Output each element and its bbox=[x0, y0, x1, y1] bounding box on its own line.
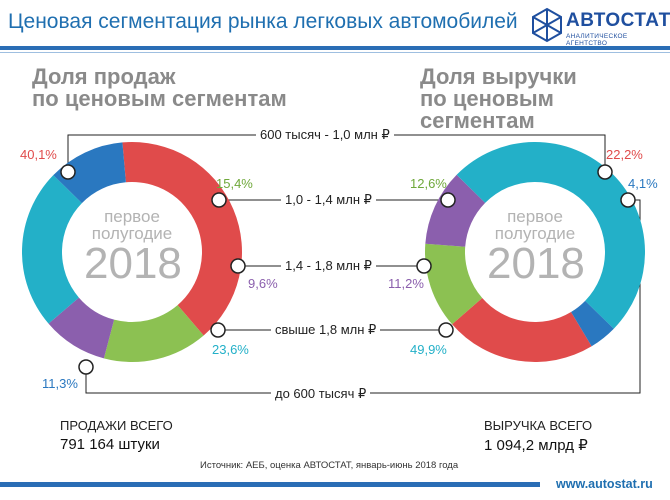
right-center-line1: первое bbox=[507, 207, 563, 226]
page-title: Ценовая сегментация рынка легковых автом… bbox=[8, 10, 518, 33]
left-center-line2: полугодие bbox=[91, 224, 173, 243]
revenue-pct-under-600k: 4,1% bbox=[628, 176, 658, 191]
marker-dots bbox=[60, 164, 636, 375]
revenue-slice-over-1-8m bbox=[456, 142, 645, 329]
footer-link[interactable]: www.autostat.ru bbox=[556, 477, 653, 491]
right-title-line2: по ценовым сегментам bbox=[420, 86, 554, 133]
revenue-total-label: ВЫРУЧКА ВСЕГО bbox=[484, 418, 593, 433]
sales-marker-under-600k bbox=[78, 359, 94, 375]
sales-slice-1-1-4m bbox=[103, 305, 204, 362]
revenue-marker-under-600k bbox=[620, 192, 636, 208]
sales-pct-over-1-8m: 23,6% bbox=[212, 342, 249, 357]
revenue-marker-600k-1m bbox=[597, 164, 613, 180]
revenue-marker-over-1-8m bbox=[438, 322, 454, 338]
revenue-pct-over-1-8m: 49,9% bbox=[410, 342, 447, 357]
revenue-pct-600k-1m: 22,2% bbox=[606, 147, 643, 162]
sales-slice-under-600k bbox=[53, 142, 126, 204]
sales-total-value: 791 164 штуки bbox=[60, 436, 160, 453]
connector-under-600k bbox=[85, 199, 641, 394]
revenue-slice-1-4-1-8m bbox=[425, 174, 486, 247]
sales-slice-over-1-8m bbox=[21, 175, 82, 324]
source-note: Источник: АЕБ, оценка АВТОСТАТ, январь-и… bbox=[200, 460, 459, 471]
right-center-line2: полугодие bbox=[494, 224, 576, 243]
revenue-pct-1-4-1-8m: 11,2% bbox=[388, 276, 424, 291]
sales-marker-1-4-1-8m bbox=[230, 258, 246, 274]
left-title-line1: Доля продаж bbox=[32, 64, 176, 89]
revenue-donut bbox=[425, 142, 645, 362]
sales-marker-600k-1m bbox=[60, 164, 76, 180]
sales-pct-600k-1m: 40,1% bbox=[20, 147, 57, 162]
logo-name: АВТОСТАТ bbox=[566, 10, 670, 31]
right-center-label: первое полугодие 2018 bbox=[487, 207, 585, 288]
left-center-label: первое полугодие 2018 bbox=[84, 207, 182, 288]
header-divider-thin bbox=[0, 52, 670, 53]
sales-total-label: ПРОДАЖИ ВСЕГО bbox=[60, 418, 173, 433]
revenue-marker-1-1-4m bbox=[440, 192, 456, 208]
autostat-logo: АВТОСТАТ АНАЛИТИЧЕСКОЕ АГЕНТСТВО bbox=[530, 4, 670, 48]
sales-pct-1-1-4m: 15,4% bbox=[216, 176, 253, 191]
revenue-pct-1-1-4m: 12,6% bbox=[410, 176, 447, 191]
header-divider bbox=[0, 46, 670, 50]
sales-marker-1-1-4m bbox=[211, 192, 227, 208]
segment-label-600k-1m: 600 тысяч - 1,0 млн ₽ bbox=[256, 127, 394, 143]
revenue-marker-1-4-1-8m bbox=[416, 258, 432, 274]
revenue-total-value: 1 094,2 млрд ₽ bbox=[484, 437, 588, 454]
sales-slice-1-4-1-8m bbox=[48, 297, 115, 359]
sales-pct-under-600k: 11,3% bbox=[42, 376, 78, 391]
left-center-line1: первое bbox=[104, 207, 160, 226]
right-center-year: 2018 bbox=[487, 239, 585, 288]
right-title-line1: Доля выручки bbox=[420, 64, 577, 89]
header: Ценовая сегментация рынка легковых автом… bbox=[0, 0, 670, 53]
sales-slice-600k-1m bbox=[122, 142, 242, 336]
footer-divider bbox=[0, 482, 540, 487]
sales-pct-1-4-1-8m: 9,6% bbox=[248, 276, 278, 291]
segment-label-1-1-4m: 1,0 - 1,4 млн ₽ bbox=[281, 192, 376, 208]
segment-label-1-4-1-8m: 1,4 - 1,8 млн ₽ bbox=[281, 258, 376, 274]
sales-marker-over-1-8m bbox=[210, 322, 226, 338]
revenue-slice-1-1-4m bbox=[425, 243, 483, 325]
revenue-slice-600k-1m bbox=[452, 297, 592, 362]
revenue-slice-under-600k bbox=[571, 300, 614, 347]
sales-donut bbox=[21, 142, 242, 362]
segment-label-under-600k: до 600 тысяч ₽ bbox=[271, 386, 371, 402]
segment-label-over-1-8m: свыше 1,8 млн ₽ bbox=[271, 322, 381, 338]
logo-subtitle: АНАЛИТИЧЕСКОЕ АГЕНТСТВО bbox=[566, 33, 628, 47]
snowflake-icon bbox=[532, 7, 562, 43]
right-chart-title: Доля выручки по ценовым сегментам bbox=[420, 66, 670, 132]
left-chart-title: Доля продаж по ценовым сегментам bbox=[32, 66, 287, 110]
left-title-line2: по ценовым сегментам bbox=[32, 86, 287, 111]
left-center-year: 2018 bbox=[84, 239, 182, 288]
